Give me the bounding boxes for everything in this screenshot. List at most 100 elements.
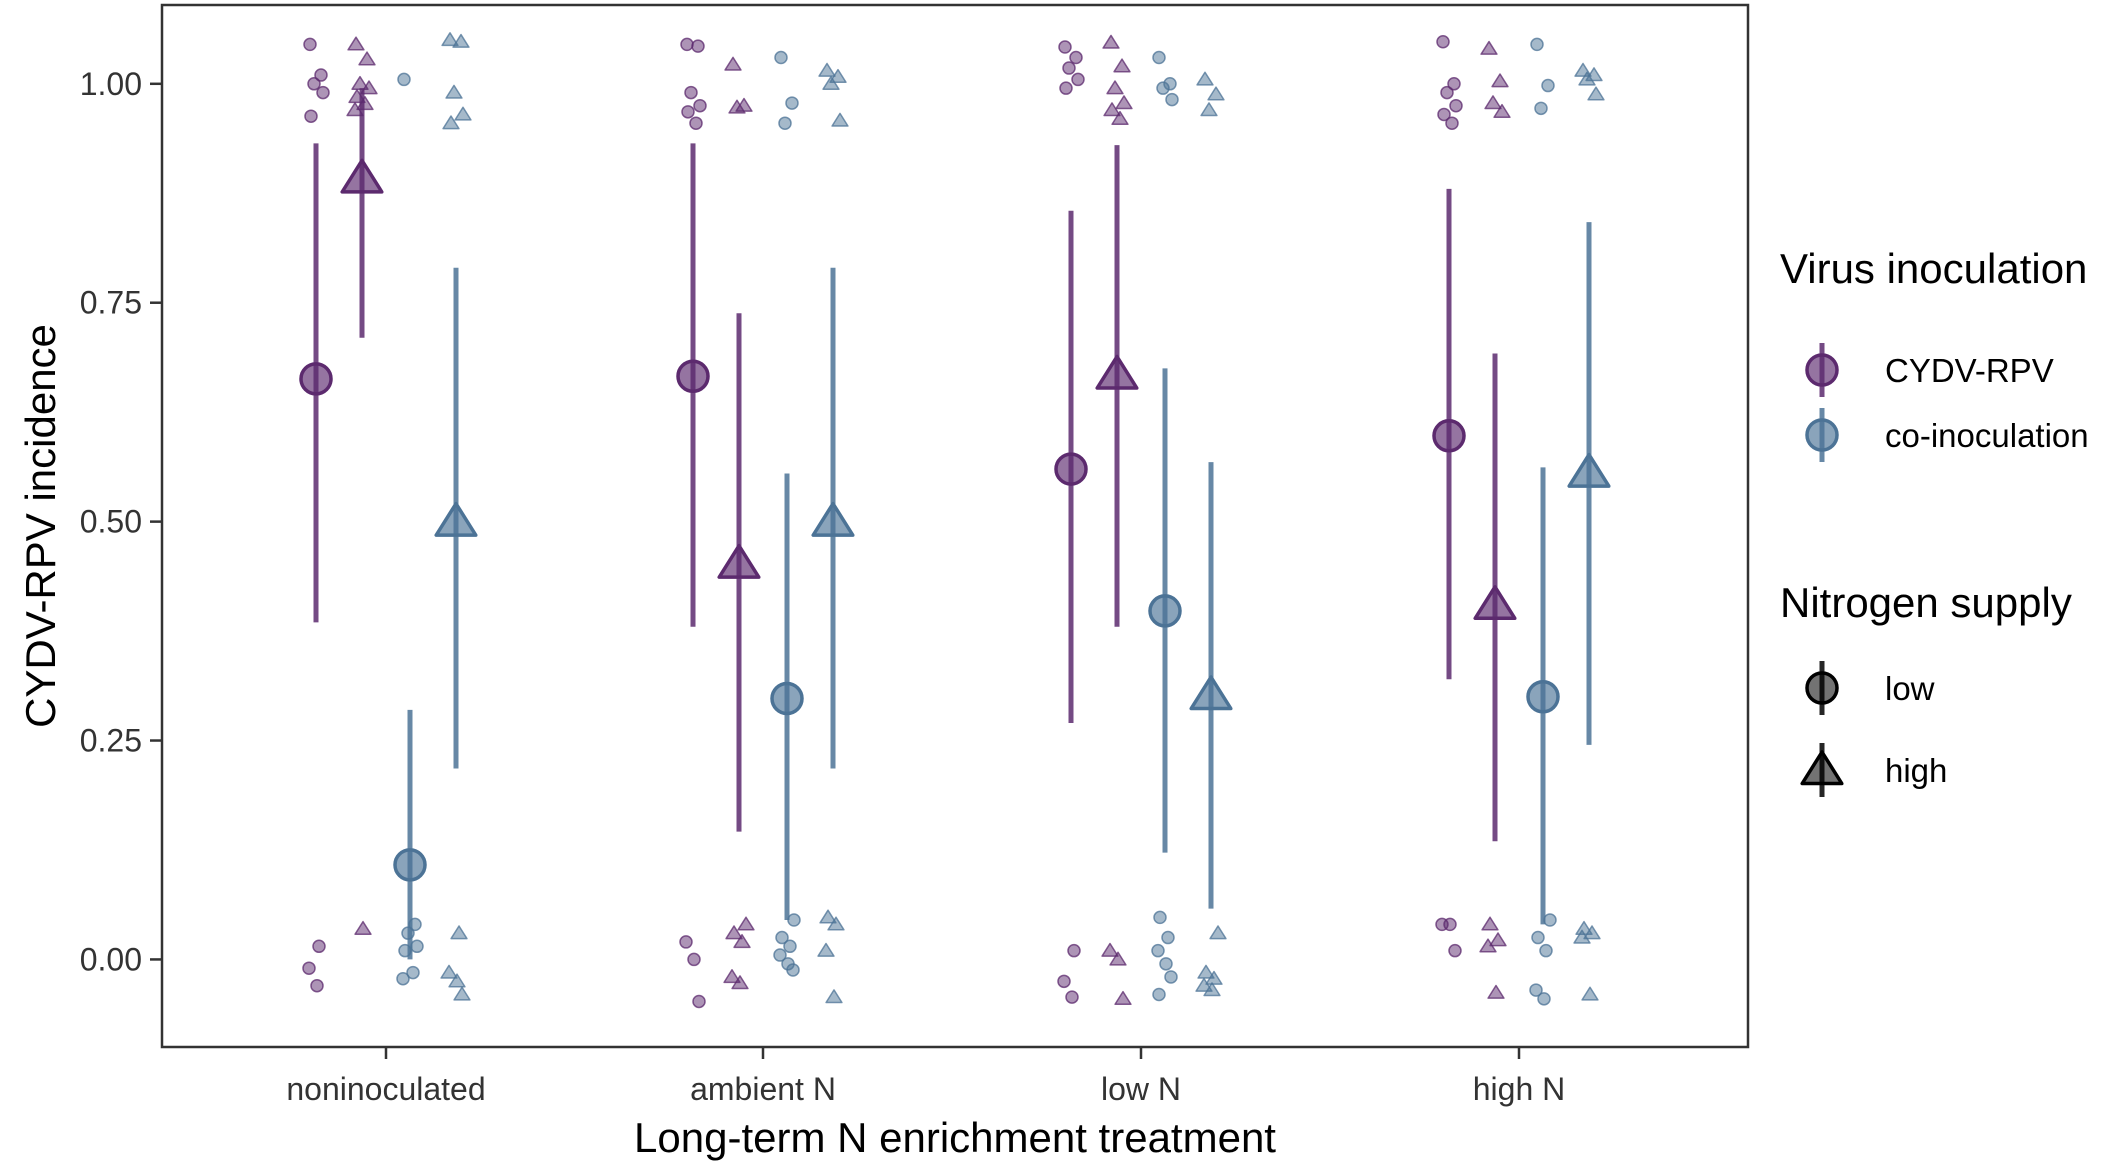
mean-point (811, 501, 855, 537)
summary-estimates (299, 88, 1611, 960)
raw-point (396, 971, 410, 986)
raw-point (689, 116, 703, 130)
raw-point (1443, 917, 1457, 932)
raw-point (725, 925, 743, 940)
raw-point (358, 51, 376, 66)
legend: Virus inoculation CYDV-RPV co-inoculation N… (1780, 245, 2089, 797)
raw-point (1113, 58, 1131, 73)
raw-point (825, 989, 843, 1004)
raw-point (1109, 951, 1127, 966)
raw-point (442, 115, 460, 130)
raw-point (733, 933, 751, 949)
mean-point (1148, 594, 1182, 628)
raw-point (1573, 929, 1591, 944)
data-layer (299, 32, 1611, 1009)
mean-point (717, 543, 761, 579)
panel-border (160, 3, 1750, 1049)
raw-point (1114, 990, 1132, 1005)
raw-point (774, 50, 788, 65)
raw-point (1493, 103, 1511, 118)
mean-point (1432, 419, 1466, 453)
raw-point (1437, 107, 1451, 122)
raw-point (448, 973, 466, 988)
raw-point (310, 978, 324, 993)
raw-point (303, 37, 317, 52)
raw-point (728, 99, 746, 114)
raw-point (693, 98, 707, 113)
raw-point (1484, 95, 1502, 110)
legend-key-circle (1805, 418, 1839, 452)
raw-point (679, 935, 693, 949)
raw-point (1578, 71, 1596, 86)
y-axis-title: CYDV-RPV incidence (17, 324, 64, 728)
mean-point (340, 158, 384, 194)
raw-point (787, 913, 801, 927)
raw-point (1541, 78, 1555, 93)
raw-point (822, 75, 840, 90)
raw-point (1197, 964, 1215, 979)
raw-point (1111, 110, 1129, 125)
raw-point (1539, 943, 1553, 958)
raw-point (1101, 942, 1119, 957)
mean-point (1189, 675, 1233, 711)
mean-point (299, 362, 333, 396)
raw-point (1102, 34, 1120, 49)
raw-point (1449, 98, 1463, 113)
mean-point (770, 681, 804, 716)
legend-label-virus: CYDV-RPV (1885, 352, 2054, 389)
raw-point (1200, 102, 1218, 117)
raw-point (1543, 913, 1557, 927)
raw-point (1058, 40, 1072, 54)
legend-label-nitrogen: high (1885, 752, 1947, 789)
y-tick-label: 0.00 (80, 941, 142, 977)
raw-point (1436, 35, 1450, 49)
raw-point (786, 963, 800, 977)
x-tick-label: noninoculated (286, 1071, 485, 1107)
raw-point (1062, 61, 1076, 75)
mean-point (393, 848, 427, 882)
raw-point (691, 39, 705, 53)
raw-point (302, 961, 316, 975)
raw-point (454, 106, 472, 121)
legend-key-shape (1805, 671, 1839, 705)
y-tick-label: 0.50 (80, 504, 142, 540)
raw-point (1587, 86, 1605, 101)
raw-point (1203, 982, 1221, 997)
raw-point (1447, 77, 1461, 91)
raw-point (737, 916, 755, 931)
raw-point (724, 56, 742, 71)
raw-point (314, 68, 328, 82)
raw-point (1445, 116, 1459, 130)
raw-point (1071, 72, 1085, 87)
raw-point (1481, 916, 1499, 931)
raw-point (831, 112, 849, 127)
raw-point (1440, 85, 1454, 100)
raw-point (304, 109, 318, 123)
mean-point (1526, 679, 1560, 714)
raw-point (445, 84, 463, 99)
mean-point (676, 359, 710, 394)
raw-point (680, 37, 694, 52)
raw-point (312, 939, 326, 954)
raw-point (819, 909, 837, 924)
raw-point (441, 32, 459, 47)
x-tick-label: high N (1473, 1071, 1566, 1107)
raw-point (316, 85, 330, 100)
raw-point (1159, 957, 1173, 971)
mean-point (434, 501, 478, 537)
y-tick-label: 0.25 (80, 723, 142, 759)
mean-point (1567, 452, 1611, 488)
raw-point (452, 33, 470, 48)
raw-point (1057, 974, 1071, 989)
raw-point (1479, 938, 1497, 953)
raw-point (453, 986, 471, 1001)
raw-point (1153, 910, 1167, 925)
y-tick-label: 0.75 (80, 285, 142, 321)
raw-point (817, 942, 835, 957)
raw-point (684, 85, 698, 100)
raw-point (1165, 92, 1179, 107)
raw-point (1196, 71, 1214, 86)
raw-point (1491, 73, 1509, 88)
